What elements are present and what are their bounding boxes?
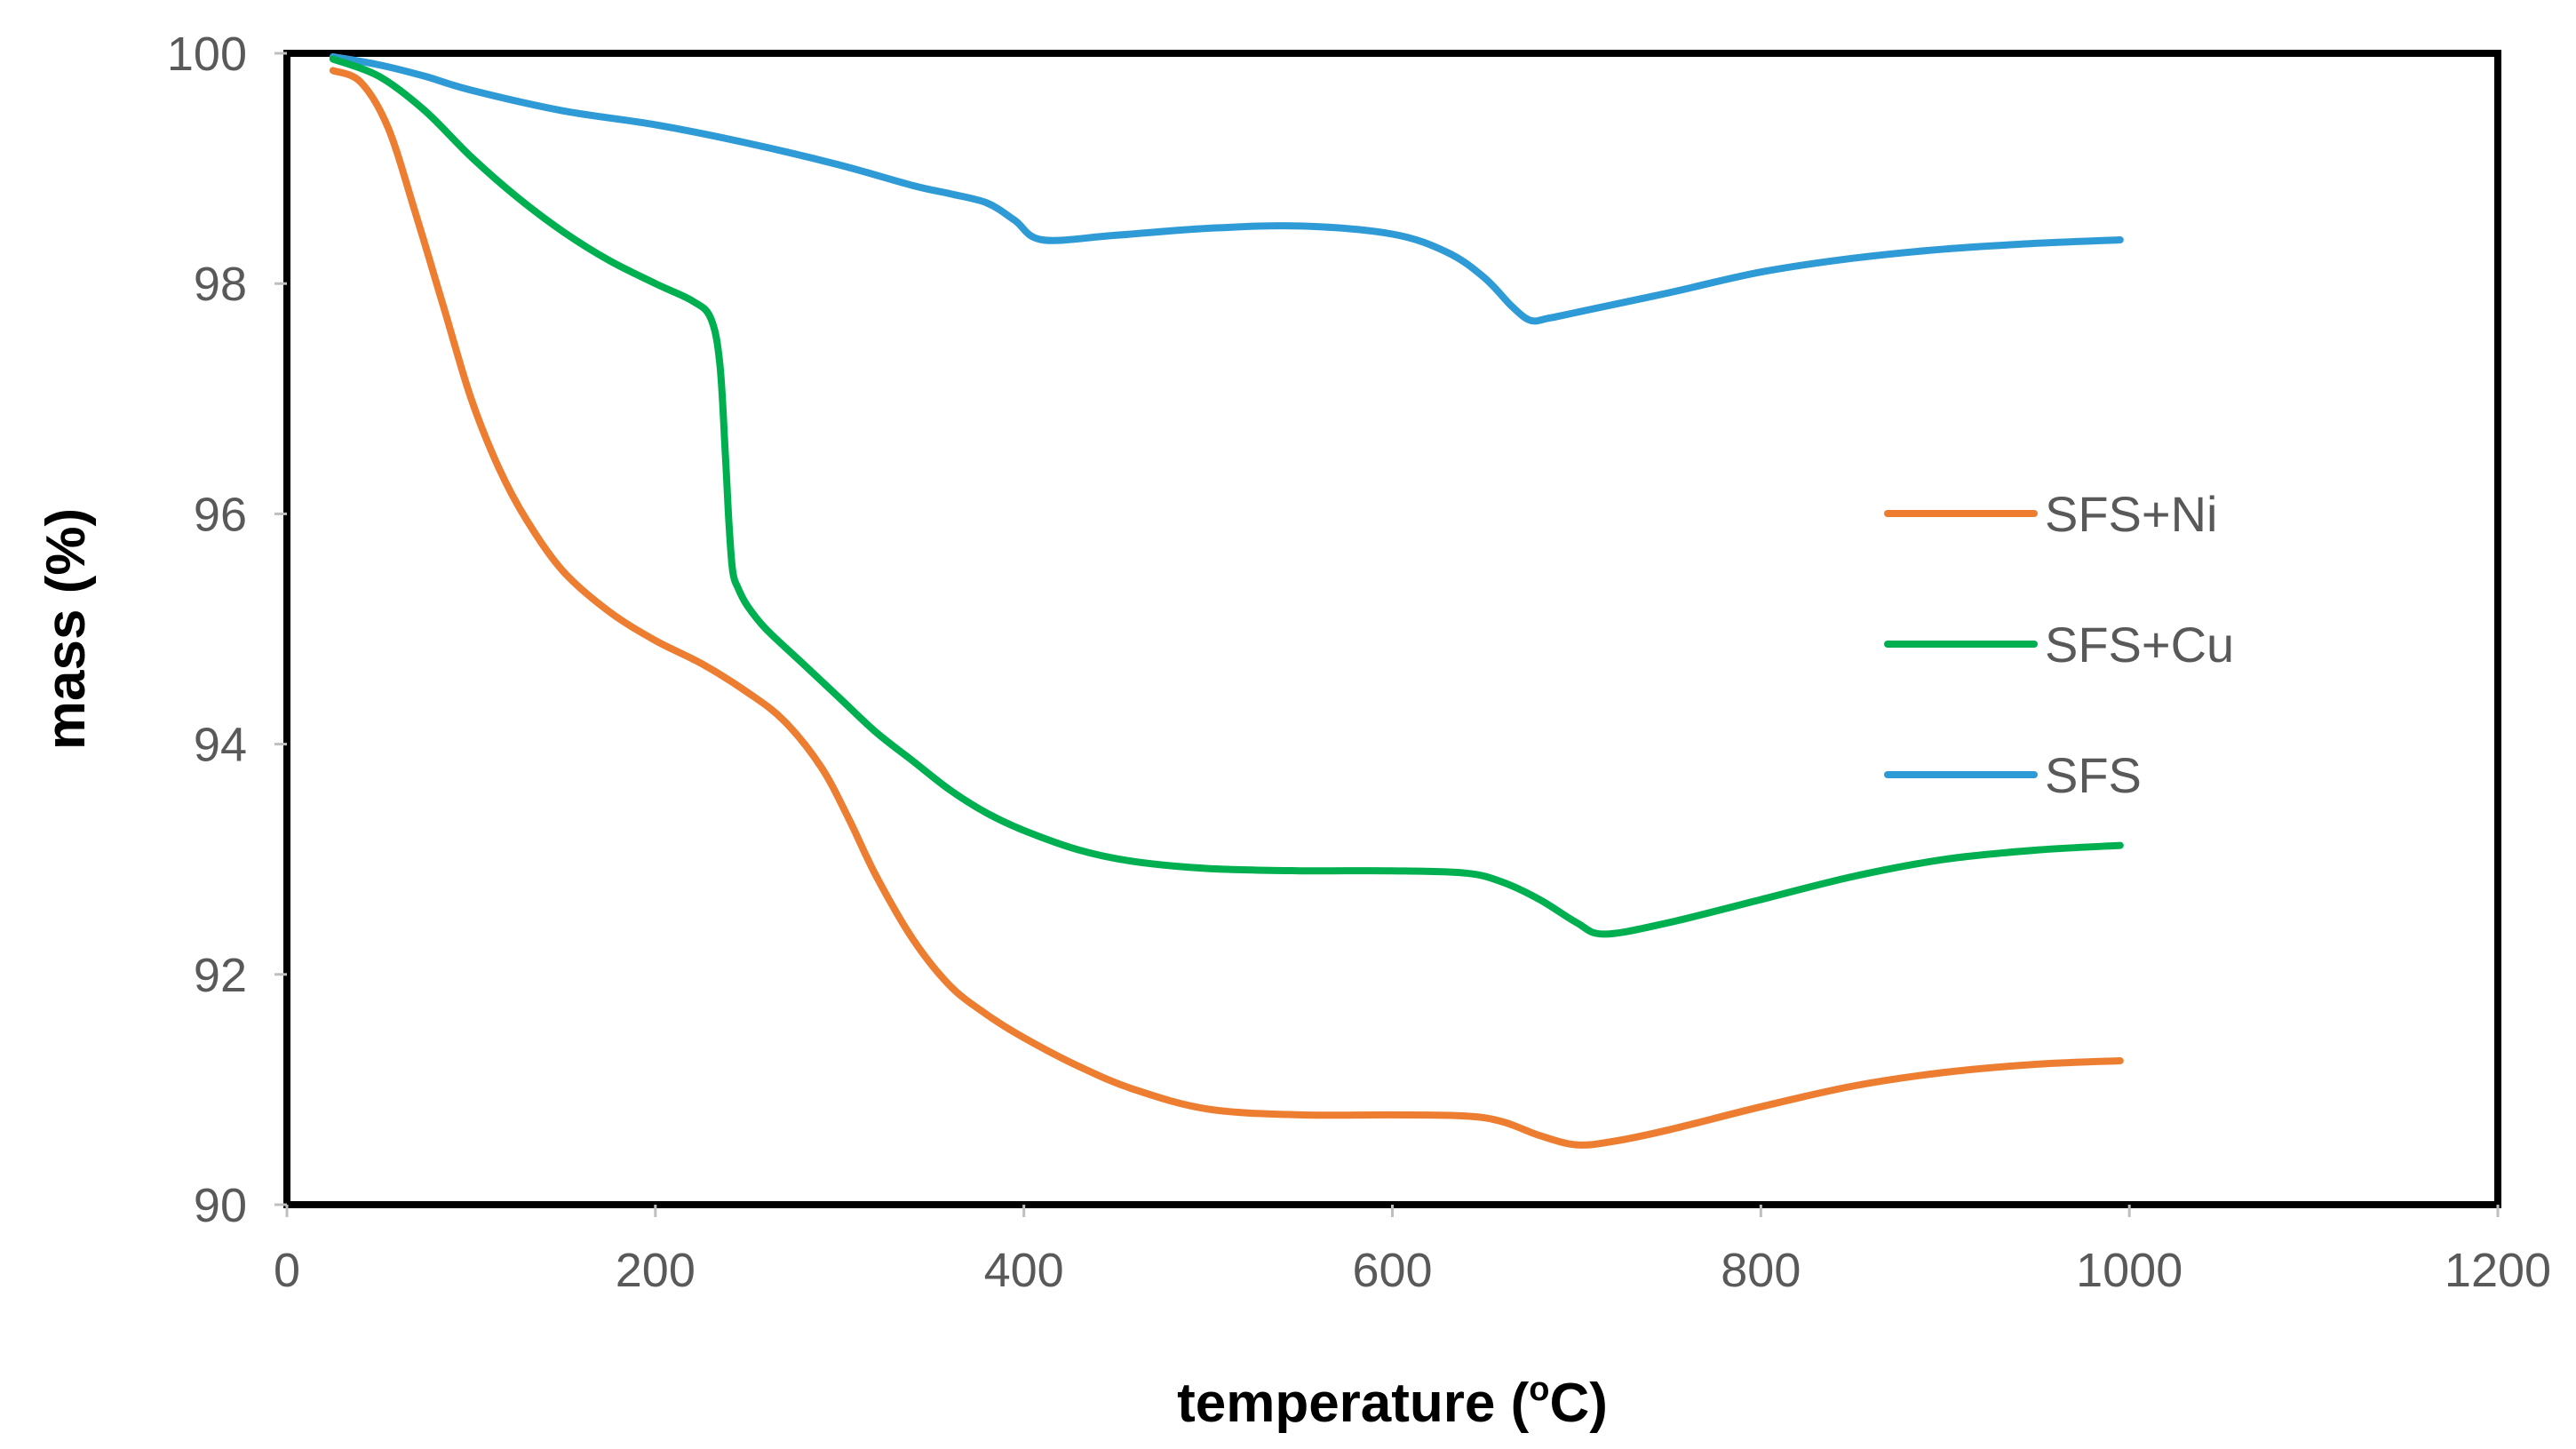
series-line-sfs-ni [329, 67, 2124, 1149]
x-tick-label: 800 [1721, 1244, 1801, 1297]
y-tick-label: 90 [194, 1179, 247, 1232]
legend-label: SFS+Cu [2045, 617, 2234, 673]
y-tick-label: 100 [167, 28, 247, 81]
x-axis-title-unit: C) [1550, 1373, 1608, 1434]
x-tick-label: 600 [1352, 1244, 1432, 1297]
data-series [329, 52, 2124, 1149]
x-tick-label: 0 [274, 1244, 300, 1297]
y-axis-title: mass (%) [36, 508, 97, 750]
legend-label: SFS+Ni [2045, 486, 2218, 542]
legend-label: SFS [2045, 747, 2142, 803]
y-tick-label: 96 [194, 488, 247, 541]
series-line-sfs [329, 52, 2124, 325]
x-axis-title-superscript: o [1529, 1371, 1549, 1408]
x-tick-label: 1000 [2076, 1244, 2182, 1297]
x-tick-label: 200 [616, 1244, 696, 1297]
legend: SFS+Ni SFS+Cu SFS [1884, 486, 2234, 803]
y-tick-label: 92 [194, 949, 247, 1002]
series-line-sfs-cu [329, 55, 2124, 938]
y-tick-label: 94 [194, 719, 247, 772]
axis-ticks: 0 200 400 600 800 1000 1200 90 92 94 96 98 100 [167, 28, 2551, 1297]
y-tick-label: 98 [194, 258, 247, 311]
x-tick-label: 1200 [2445, 1244, 2551, 1297]
x-axis-title-main: temperature ( [1177, 1373, 1530, 1434]
x-tick-label: 400 [984, 1244, 1064, 1297]
x-axis-title: temperature (oC) [1177, 1371, 1608, 1434]
